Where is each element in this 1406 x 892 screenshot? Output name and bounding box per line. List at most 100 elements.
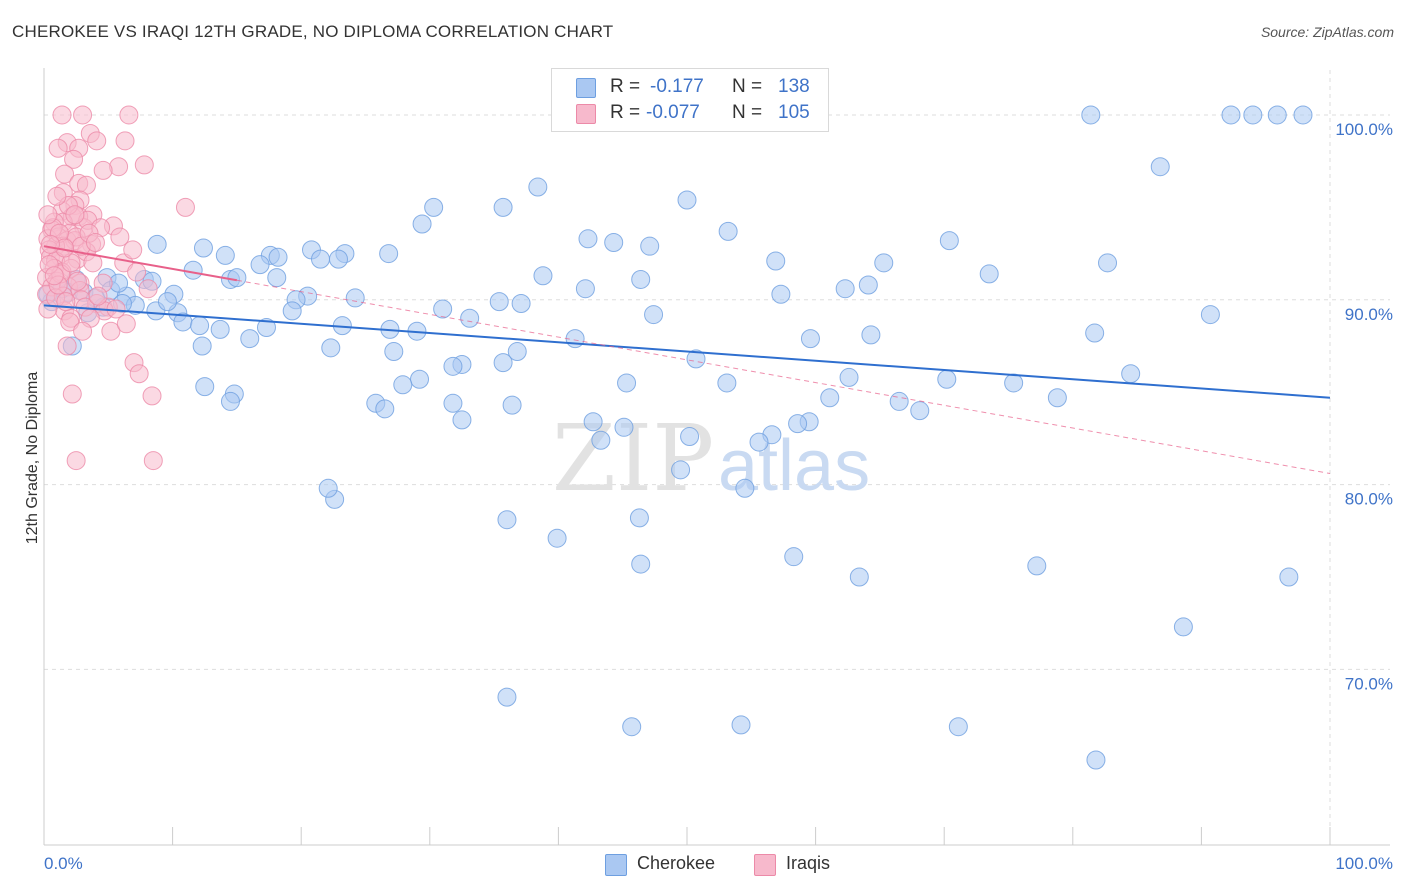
cherokee-point	[1221, 105, 1241, 125]
y-tick-label: 90.0%	[1345, 305, 1393, 324]
cherokee-point	[157, 292, 177, 312]
legend-r-label: R =	[610, 76, 641, 97]
iraqis-swatch-icon	[576, 104, 596, 124]
cherokee-point	[497, 687, 517, 707]
cherokee-point	[379, 244, 399, 264]
cherokee-point	[937, 369, 957, 389]
iraqis-point	[110, 227, 130, 247]
iraqis-point	[119, 105, 139, 125]
cherokee-point	[631, 269, 651, 289]
legend-r-label: R =	[610, 102, 641, 123]
cherokee-point	[680, 427, 700, 447]
iraqis-point	[143, 451, 163, 471]
cherokee-point	[195, 377, 215, 397]
cherokee-point	[749, 432, 769, 452]
cherokee-point	[1086, 750, 1106, 770]
source-label: Source: ZipAtlas.com	[1260, 24, 1394, 40]
cherokee-point	[1243, 105, 1263, 125]
cherokee-point	[1267, 105, 1287, 125]
cherokee-square-icon	[605, 854, 627, 876]
cherokee-point	[443, 393, 463, 413]
iraqis-point	[40, 234, 60, 254]
iraqis-point	[38, 205, 58, 225]
cherokee-point	[1098, 253, 1118, 273]
cherokee-point	[800, 329, 820, 349]
iraqis-point	[142, 386, 162, 406]
cherokee-point	[452, 410, 472, 430]
legend-n-label: N =	[732, 102, 763, 123]
iraqis-point	[116, 314, 136, 334]
cherokee-point	[861, 325, 881, 345]
cherokee-point	[528, 177, 548, 197]
iraqis-point	[127, 262, 147, 282]
correlation-legend: R = -0.177 N = 138 R = -0.077 N = 105	[551, 68, 829, 132]
iraqis-square-icon	[754, 854, 776, 876]
cherokee-point	[511, 293, 531, 313]
cherokee-point	[1121, 364, 1141, 384]
cherokee-point	[147, 234, 167, 254]
iraqis-point	[55, 164, 75, 184]
cherokee-point	[604, 232, 624, 252]
cherokee-point	[267, 268, 287, 288]
cherokee-point	[227, 268, 247, 288]
cherokee-point	[424, 197, 444, 217]
cherokee-point	[256, 318, 276, 338]
cherokee-point	[393, 375, 413, 395]
y-tick-label: 100.0%	[1335, 120, 1393, 139]
cherokee-point	[578, 229, 598, 249]
cherokee-point	[1004, 373, 1024, 393]
cherokee-point	[1200, 305, 1220, 325]
iraqis-point	[64, 149, 84, 169]
iraqis-point	[60, 312, 80, 332]
cherokee-trend-line	[43, 304, 1331, 399]
iraqis-point	[87, 131, 107, 151]
iraqis-point	[101, 321, 121, 341]
y-tick-label: 70.0%	[1345, 674, 1393, 693]
x-tick-label: 100.0%	[1335, 854, 1393, 873]
cherokee-point	[948, 717, 968, 737]
legend-r-value: -0.077	[646, 102, 700, 123]
cherokee-point	[939, 231, 959, 251]
cherokee-point	[629, 508, 649, 528]
cherokee-point	[328, 249, 348, 269]
iraqis-point	[73, 105, 93, 125]
cherokee-point	[240, 329, 260, 349]
chart-title: CHEROKEE VS IRAQI 12TH GRADE, NO DIPLOMA…	[12, 22, 614, 41]
legend-r-value: -0.177	[650, 76, 704, 97]
iraqis-point	[175, 197, 195, 217]
grid-lines	[44, 70, 1390, 845]
cherokee-point	[321, 338, 341, 358]
series-legend: Cherokee Iraqis	[0, 852, 1406, 878]
cherokee-point	[410, 369, 430, 389]
y-axis-label: 12th Grade, No Diploma	[24, 372, 41, 545]
cherokee-point	[443, 356, 463, 376]
watermark-zip: ZIP	[552, 405, 714, 512]
iraqis-point	[47, 186, 67, 206]
cherokee-point	[183, 260, 203, 280]
cherokee-point	[640, 236, 660, 256]
cherokee-point	[820, 388, 840, 408]
iraqis-point	[85, 232, 105, 252]
cherokee-point	[215, 245, 235, 265]
cherokee-point	[889, 391, 909, 411]
iraqis-trend-line-solid	[43, 245, 238, 282]
tick-labels: 70.0% 80.0% 90.0% 100.0% 0.0% 100.0%	[44, 120, 1393, 873]
cherokee-point	[835, 279, 855, 299]
cherokee-point	[766, 251, 786, 271]
cherokee-point	[910, 401, 930, 421]
cherokee-point	[250, 255, 270, 275]
iraqis-point	[134, 155, 154, 175]
cherokee-point	[839, 367, 859, 387]
cherokee-point	[671, 460, 691, 480]
cherokee-point	[1081, 105, 1101, 125]
cherokee-point	[718, 221, 738, 241]
legend-n-value: 105	[778, 102, 810, 123]
watermark: ZIP atlas	[552, 405, 870, 512]
cherokee-point	[677, 190, 697, 210]
iraqis-point	[44, 266, 64, 286]
cherokee-point	[617, 373, 637, 393]
cherokee-point	[489, 292, 509, 312]
cherokee-point	[502, 395, 522, 415]
cherokee-point	[345, 288, 365, 308]
